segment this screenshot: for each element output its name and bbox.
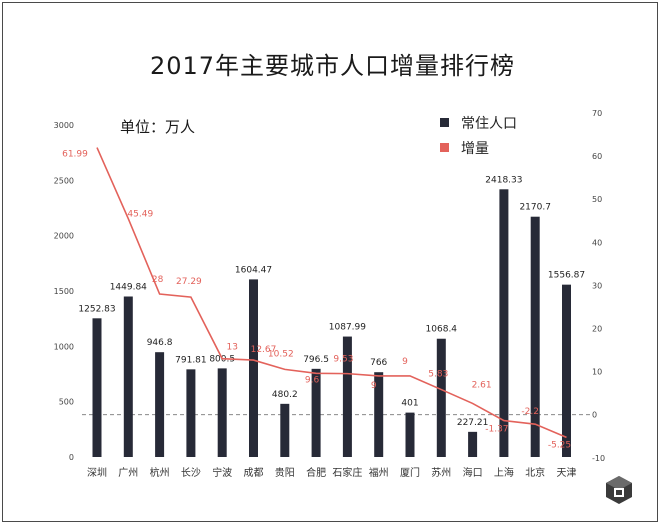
population-bar [499,189,509,457]
y-left-tick-label: 500 [59,398,74,407]
increase-value-label: 9.53 [333,355,353,365]
population-bar [562,284,571,457]
category-label: 北京 [525,466,545,479]
increase-value-label: 61.99 [62,150,88,160]
population-value-label: 2170.7 [519,203,551,213]
y-left-tick-label: 2000 [54,232,74,241]
population-value-label: 1068.4 [426,325,458,335]
population-value-label: 2418.33 [485,175,522,185]
population-bar [530,216,540,457]
y-right-tick-label: 30 [592,281,602,290]
y-right-tick-label: 10 [592,368,602,377]
legend-swatch-population [440,118,449,127]
population-value-label: 1556.87 [548,271,585,281]
category-label: 长沙 [181,467,201,479]
population-value-label: 796.5 [303,355,329,365]
population-value-label: 1252.83 [78,304,115,314]
category-label: 海口 [463,466,483,479]
increase-value-label: 9 [371,381,377,391]
population-bar [186,369,196,457]
category-label: 杭州 [150,466,170,479]
increase-value-label: 13 [226,343,237,353]
increase-value-label: 2.61 [472,380,492,390]
legend-item-population: 常住人口 [440,110,517,135]
y-left-tick-label: 1500 [54,287,74,296]
unit-label: 单位：万人 [120,118,196,136]
population-bar [342,336,352,457]
increase-value-label: -1.37 [485,425,508,435]
population-bar [405,412,415,457]
y-right-tick-label: 40 [592,238,602,247]
legend-swatch-increase [440,143,449,152]
y-right-tick-label: -10 [592,454,605,463]
population-value-label: 480.2 [272,390,298,400]
population-bar [249,279,258,457]
population-value-label: 766 [370,358,387,368]
population-bar [217,368,227,457]
population-bar [155,352,165,457]
legend-item-increase: 增量 [440,135,517,160]
population-bar [280,403,290,457]
chart-frame [2,2,658,522]
increase-line [96,147,567,439]
population-bar [311,368,321,457]
increase-value-label: -5.25 [548,440,571,450]
category-label: 广州 [118,467,138,479]
increase-value-label: 45.49 [127,210,153,220]
category-label: 天津 [557,467,577,479]
increase-value-label: 12.67 [251,345,277,355]
y-right-tick-label: 50 [592,195,602,204]
population-bar [123,296,133,457]
population-value-label: 791.81 [175,355,207,365]
population-value-label: 401 [401,399,418,409]
category-label: 厦门 [400,466,420,479]
y-left-tick-label: 3000 [54,121,74,130]
population-bar [92,318,102,457]
category-label: 石家庄 [332,466,362,479]
population-bar [436,338,446,457]
legend: 常住人口 增量 [440,110,517,160]
legend-label-population: 常住人口 [461,115,517,132]
y-left-tick-label: 0 [69,453,74,462]
category-label: 上海 [494,466,514,479]
population-value-label: 1449.84 [110,283,147,293]
population-value-label: 946.8 [147,338,173,348]
population-bar [468,431,478,457]
legend-label-increase: 增量 [461,140,489,157]
population-value-label: 1604.47 [235,265,272,275]
increase-value-label: 27.29 [176,277,202,287]
y-right-tick-label: 0 [592,411,597,420]
category-label: 福州 [369,466,389,479]
y-right-tick-label: 20 [592,325,602,334]
y-right-tick-label: 70 [592,109,602,118]
cube-logo-icon [606,476,632,504]
chart-title: 2017年主要城市人口增量排行榜 [149,52,516,80]
increase-value-label: 9 [402,357,408,367]
population-value-label: 1087.99 [329,323,366,333]
y-left-tick-label: 1000 [54,342,74,351]
category-label: 苏州 [431,466,451,479]
increase-value-label: -2.2 [521,407,539,417]
category-label: 深圳 [87,467,107,479]
category-label: 宁波 [212,466,232,479]
increase-value-label: 28 [152,275,164,285]
population-bar [374,372,384,457]
increase-value-label: 5.83 [428,370,448,380]
category-label: 贵阳 [275,466,295,479]
increase-value-label: 10.52 [268,349,294,359]
population-value-label: 227.21 [457,418,489,428]
y-left-tick-label: 2500 [54,176,74,185]
category-label: 成都 [244,467,264,479]
increase-value-label: 9.6 [305,375,320,385]
category-label: 合肥 [306,466,326,479]
y-right-tick-label: 60 [592,152,602,161]
